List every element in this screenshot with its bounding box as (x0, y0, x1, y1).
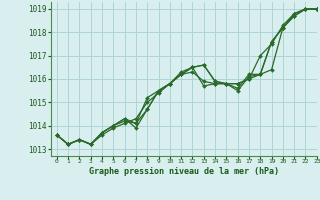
X-axis label: Graphe pression niveau de la mer (hPa): Graphe pression niveau de la mer (hPa) (89, 167, 279, 176)
